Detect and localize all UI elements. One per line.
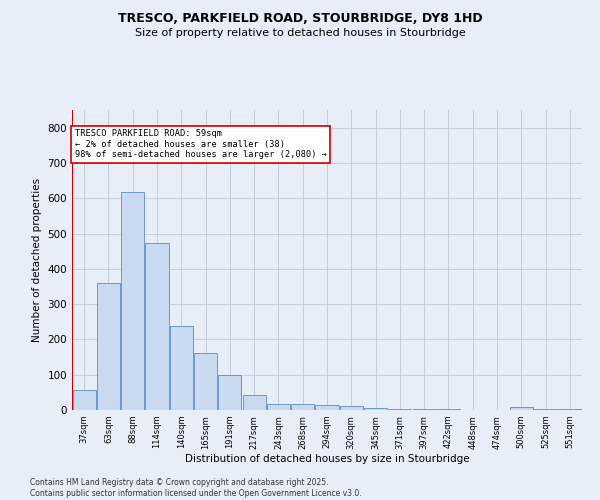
Bar bbox=[97, 283, 120, 410]
Y-axis label: Number of detached properties: Number of detached properties bbox=[32, 178, 42, 342]
Bar bbox=[291, 404, 314, 410]
Bar bbox=[194, 353, 217, 410]
Bar bbox=[388, 409, 412, 410]
Bar bbox=[145, 243, 169, 410]
Bar bbox=[559, 409, 581, 410]
Text: Size of property relative to detached houses in Stourbridge: Size of property relative to detached ho… bbox=[134, 28, 466, 38]
Bar bbox=[170, 326, 193, 410]
Text: TRESCO, PARKFIELD ROAD, STOURBRIDGE, DY8 1HD: TRESCO, PARKFIELD ROAD, STOURBRIDGE, DY8… bbox=[118, 12, 482, 26]
Text: TRESCO PARKFIELD ROAD: 59sqm
← 2% of detached houses are smaller (38)
98% of sem: TRESCO PARKFIELD ROAD: 59sqm ← 2% of det… bbox=[75, 130, 327, 159]
Bar bbox=[340, 406, 363, 410]
Bar bbox=[242, 395, 266, 410]
Bar bbox=[73, 390, 95, 410]
Text: Contains HM Land Registry data © Crown copyright and database right 2025.
Contai: Contains HM Land Registry data © Crown c… bbox=[30, 478, 362, 498]
Bar bbox=[218, 376, 241, 410]
Bar bbox=[121, 192, 144, 410]
Bar bbox=[510, 407, 533, 410]
Bar bbox=[364, 408, 387, 410]
X-axis label: Distribution of detached houses by size in Stourbridge: Distribution of detached houses by size … bbox=[185, 454, 469, 464]
Bar bbox=[316, 404, 338, 410]
Bar bbox=[267, 404, 290, 410]
